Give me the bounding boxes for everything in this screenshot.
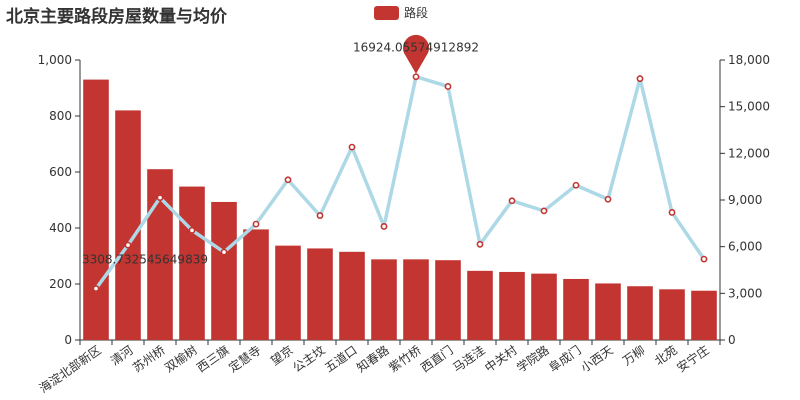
line-point bbox=[380, 223, 388, 230]
y-right-tick-label: 15,000 bbox=[728, 100, 770, 114]
bar bbox=[627, 286, 653, 340]
x-tick-label: 西直门 bbox=[418, 342, 456, 375]
bar bbox=[115, 110, 141, 341]
bar bbox=[563, 278, 589, 340]
bar bbox=[691, 290, 717, 340]
x-tick-label: 中关村 bbox=[482, 342, 520, 375]
bar bbox=[531, 273, 557, 340]
x-tick-label: 海淀北部新区 bbox=[36, 342, 104, 396]
bar bbox=[339, 251, 365, 340]
x-tick-label: 定慧寺 bbox=[226, 342, 264, 375]
x-tick-label: 安宁庄 bbox=[674, 342, 712, 375]
x-tick-label: 学院路 bbox=[514, 342, 552, 375]
y-right-tick-label: 18,000 bbox=[728, 53, 770, 67]
y-right-tick-label: 6,000 bbox=[728, 240, 762, 254]
x-tick-label: 马连洼 bbox=[450, 342, 488, 375]
line-point bbox=[252, 220, 260, 228]
line-point bbox=[316, 212, 324, 219]
x-tick-label: 西三旗 bbox=[194, 342, 232, 375]
x-tick-label: 知春路 bbox=[354, 342, 392, 375]
bar bbox=[403, 259, 429, 340]
bar bbox=[499, 271, 525, 340]
max-value-label: 16924.05574912892 bbox=[353, 41, 479, 55]
bar bbox=[371, 259, 397, 340]
line-point bbox=[444, 83, 452, 90]
bar bbox=[307, 248, 333, 340]
y-left-tick-label: 0 bbox=[64, 333, 72, 347]
bar bbox=[659, 289, 685, 340]
line-point bbox=[220, 248, 228, 256]
x-tick-label: 紫竹桥 bbox=[386, 343, 424, 375]
x-tick-label: 阜成门 bbox=[546, 342, 584, 375]
max-marker-pin bbox=[403, 34, 429, 74]
bar bbox=[243, 229, 269, 340]
bar bbox=[211, 201, 237, 340]
line-point bbox=[508, 197, 516, 205]
chart-title: 北京主要路段房屋数量与均价 bbox=[6, 7, 227, 27]
line-point bbox=[348, 143, 356, 151]
line-point bbox=[604, 195, 612, 203]
y-right-tick-label: 3,000 bbox=[728, 286, 762, 300]
legend[interactable]: 路段 bbox=[374, 4, 428, 21]
y-left-tick-label: 600 bbox=[49, 165, 72, 179]
line-point bbox=[284, 176, 292, 184]
y-left-tick-label: 1,000 bbox=[38, 53, 72, 67]
line-point bbox=[412, 73, 420, 81]
bar bbox=[83, 79, 109, 340]
bar bbox=[467, 270, 493, 340]
line-point bbox=[124, 241, 132, 249]
line-point bbox=[636, 75, 644, 83]
y-left-tick-label: 200 bbox=[49, 277, 72, 291]
x-tick-label: 公主坟 bbox=[290, 343, 328, 375]
legend-swatch bbox=[374, 5, 399, 20]
x-tick-label: 苏州桥 bbox=[130, 343, 168, 375]
x-tick-label: 双榆树 bbox=[162, 342, 200, 375]
line-point bbox=[668, 209, 676, 216]
min-value-label: 3308.732545649839 bbox=[82, 253, 208, 267]
y-right-tick-label: 9,000 bbox=[728, 193, 762, 207]
line-point bbox=[540, 207, 548, 215]
line-point bbox=[700, 255, 708, 263]
bar bbox=[435, 260, 461, 340]
x-tick-label: 万柳 bbox=[620, 343, 648, 368]
bar bbox=[275, 245, 301, 340]
line-point bbox=[188, 226, 196, 234]
y-left-tick-label: 400 bbox=[49, 221, 72, 235]
x-tick-label: 五道口 bbox=[322, 343, 360, 375]
y-right-tick-label: 0 bbox=[728, 333, 736, 347]
line-series bbox=[94, 74, 706, 290]
y-right-tick-label: 12,000 bbox=[728, 146, 770, 160]
line-point bbox=[156, 194, 164, 202]
bar bbox=[595, 283, 621, 340]
legend-label: 路段 bbox=[404, 6, 429, 20]
line-point bbox=[92, 285, 100, 292]
bar bbox=[179, 186, 205, 340]
line-point bbox=[476, 240, 484, 248]
line-point bbox=[572, 181, 580, 189]
y-left-tick-label: 800 bbox=[49, 109, 72, 123]
x-tick-label: 小西天 bbox=[578, 343, 616, 375]
